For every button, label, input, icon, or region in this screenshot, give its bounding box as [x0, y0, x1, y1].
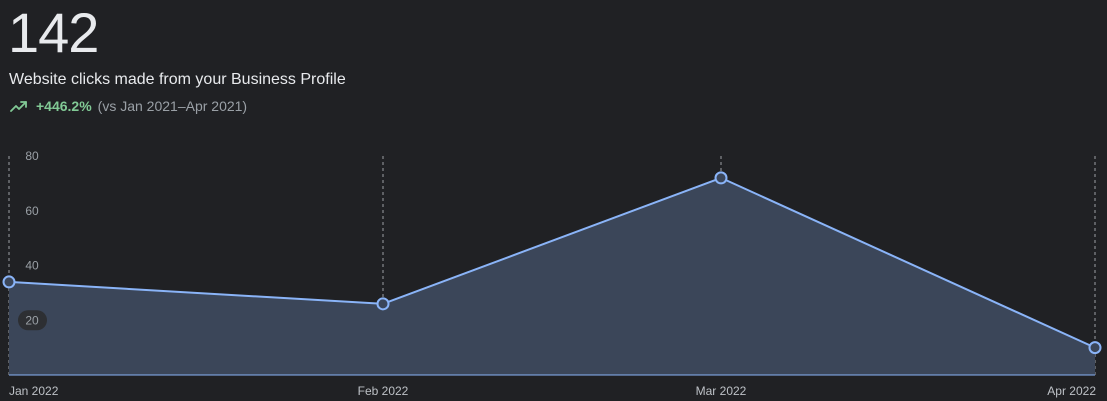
comparison-period: (vs Jan 2021–Apr 2021) [97, 98, 248, 114]
change-percent: +446.2% [36, 98, 92, 114]
metric-title: Website clicks made from your Business P… [9, 71, 346, 88]
x-tick-label: Jan 2022 [9, 384, 59, 398]
x-tick-label: Feb 2022 [358, 384, 409, 398]
data-point[interactable] [2, 275, 16, 289]
area-fill [9, 177, 1095, 375]
y-tick-label: 20 [25, 313, 39, 327]
y-tick-label: 40 [25, 259, 39, 273]
x-tick-label: Apr 2022 [1047, 384, 1096, 398]
data-point[interactable] [376, 297, 390, 311]
total-clicks-value: 142 [8, 1, 99, 64]
y-tick-highlight [18, 310, 47, 331]
data-point[interactable] [1088, 341, 1102, 355]
trending-up-icon [10, 101, 27, 112]
data-point[interactable] [714, 171, 728, 185]
y-tick-label: 80 [25, 149, 39, 163]
x-tick-label: Mar 2022 [696, 384, 747, 398]
change-indicator: +446.2% (vs Jan 2021–Apr 2021) [10, 96, 247, 116]
series-line [8, 176, 1096, 349]
y-tick-label: 60 [25, 204, 39, 218]
